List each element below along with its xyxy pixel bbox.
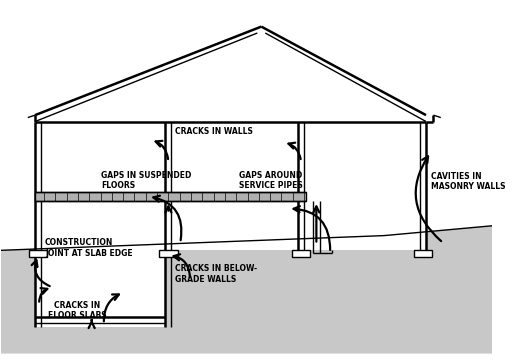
Bar <box>35 192 306 201</box>
Text: CONSTRUCTION
JOINT AT SLAB EDGE: CONSTRUCTION JOINT AT SLAB EDGE <box>45 238 132 258</box>
Bar <box>292 250 311 257</box>
Text: CRACKS IN WALLS: CRACKS IN WALLS <box>175 127 253 136</box>
Text: GAPS AROUND
SERVICE PIPES: GAPS AROUND SERVICE PIPES <box>239 171 303 190</box>
Text: CRACKS IN
FLOOR SLABS: CRACKS IN FLOOR SLABS <box>48 301 106 320</box>
Text: GAPS IN SUSPENDED
FLOORS: GAPS IN SUSPENDED FLOORS <box>101 171 192 190</box>
Bar <box>159 250 178 257</box>
Bar <box>35 250 165 327</box>
Text: CRACKS IN BELOW-
GRADE WALLS: CRACKS IN BELOW- GRADE WALLS <box>175 264 257 284</box>
Bar <box>414 250 432 257</box>
Polygon shape <box>1 226 492 354</box>
Polygon shape <box>35 122 426 250</box>
Text: CAVITIES IN
MASONRY WALLS: CAVITIES IN MASONRY WALLS <box>431 172 506 191</box>
Bar <box>29 250 48 257</box>
